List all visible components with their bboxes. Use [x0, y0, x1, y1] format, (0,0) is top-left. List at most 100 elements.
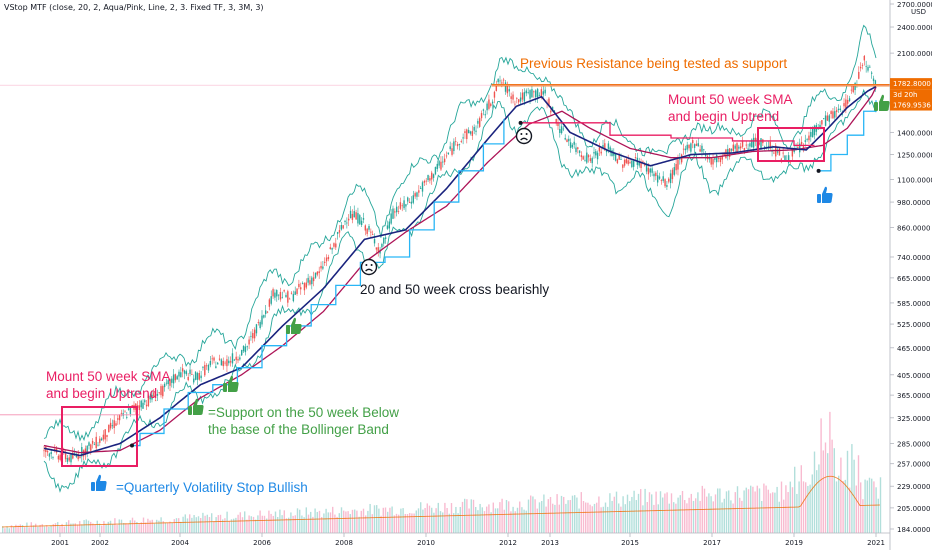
- volume-bar: [560, 495, 563, 533]
- candle-body: [682, 148, 685, 150]
- volume-bar: [261, 515, 263, 533]
- resistance-label: Previous Resistance being tested as supp…: [520, 56, 787, 71]
- candle-body: [557, 123, 559, 127]
- candle-body: [589, 158, 592, 162]
- y-tick-label: 257.0000: [897, 461, 930, 469]
- candle-body: [305, 282, 307, 288]
- candle-body: [59, 454, 61, 460]
- candle-body: [229, 361, 232, 363]
- candle-body: [575, 147, 577, 153]
- candle-body: [237, 359, 239, 361]
- candle-body: [653, 173, 655, 177]
- volume-bar: [785, 485, 787, 533]
- candle-body: [834, 111, 836, 118]
- candle-body: [124, 411, 126, 413]
- candle-body: [607, 143, 610, 149]
- candle-body: [462, 137, 464, 139]
- candle-body: [359, 215, 361, 225]
- candle-body: [614, 153, 617, 161]
- candle-body: [224, 362, 226, 364]
- y-tick-label: 285.0000: [897, 440, 930, 448]
- volume-bar: [512, 506, 514, 533]
- volume-bar: [668, 503, 670, 533]
- candle-body: [200, 375, 202, 379]
- candle-body: [233, 359, 236, 361]
- candle-body: [246, 346, 248, 348]
- volume-bar: [796, 493, 798, 533]
- volume-bar: [288, 517, 290, 533]
- candle-body: [419, 187, 422, 189]
- volume-bar: [19, 524, 21, 533]
- volume-bar: [365, 515, 367, 533]
- candle-body: [609, 147, 611, 152]
- candle-body: [823, 118, 825, 120]
- volume-bar: [39, 524, 41, 533]
- candle-body: [414, 193, 416, 197]
- candle-body: [456, 144, 459, 147]
- volume-bar: [692, 500, 695, 533]
- volume-bar: [211, 513, 213, 533]
- volume-bar: [404, 513, 406, 533]
- candle-body: [587, 155, 590, 158]
- volume-bar: [466, 499, 468, 533]
- candle-body: [736, 143, 738, 153]
- volume-bar: [169, 521, 171, 533]
- candle-body: [383, 237, 385, 244]
- mount-sma-box-2002: [61, 406, 138, 467]
- candle-body: [434, 167, 437, 175]
- y-tick-label: 1250.0000: [897, 152, 932, 160]
- candle-body: [536, 88, 539, 98]
- volume-bar: [624, 504, 626, 533]
- candle-body: [421, 182, 424, 192]
- candle-body: [158, 392, 160, 394]
- volume-bar: [464, 498, 466, 533]
- candle-body: [640, 162, 642, 169]
- candle-body: [279, 292, 282, 300]
- volume-bar: [270, 513, 272, 533]
- volume-bar: [87, 520, 90, 533]
- candle-body: [106, 435, 108, 437]
- candle-body: [861, 64, 864, 66]
- volume-bar: [384, 507, 387, 533]
- candle-body: [266, 311, 269, 313]
- candle-body: [156, 393, 159, 396]
- candle-body: [43, 450, 45, 452]
- candle-body: [193, 378, 195, 383]
- volume-bar: [530, 495, 532, 533]
- candle-body: [183, 370, 186, 374]
- volume-bar: [316, 511, 318, 533]
- volume-bar: [15, 524, 17, 533]
- volume-bar: [809, 484, 811, 533]
- candle-body: [690, 143, 692, 152]
- candle-body: [701, 145, 703, 152]
- volume-bar: [514, 511, 516, 533]
- volume-bar: [96, 520, 98, 533]
- candle-body: [100, 438, 103, 441]
- volume-bar: [57, 522, 59, 533]
- volume-bar: [503, 509, 505, 533]
- volume-bar: [343, 510, 345, 533]
- volume-bar: [475, 507, 477, 533]
- candle-body: [497, 78, 499, 83]
- volume-bar: [200, 518, 202, 533]
- volume-bar: [873, 481, 875, 533]
- volume-bar: [613, 496, 615, 533]
- volume-bar: [48, 526, 50, 533]
- volume-bar: [147, 518, 149, 533]
- candle-body: [680, 154, 683, 163]
- volume-bar: [164, 522, 167, 533]
- candle-body: [117, 418, 119, 420]
- candle-body: [510, 96, 512, 99]
- candle-body: [743, 148, 746, 151]
- volume-bar: [94, 524, 96, 533]
- volume-bar: [787, 492, 789, 533]
- y-tick-label: 2700.0000: [897, 1, 932, 9]
- candle-body: [516, 97, 518, 99]
- candle-body: [540, 89, 543, 98]
- volume-bar: [708, 493, 710, 533]
- volume-bar: [477, 510, 479, 533]
- x-tick-label: 2008: [335, 539, 353, 547]
- volume-bar: [488, 504, 490, 533]
- volume-bar: [204, 515, 206, 533]
